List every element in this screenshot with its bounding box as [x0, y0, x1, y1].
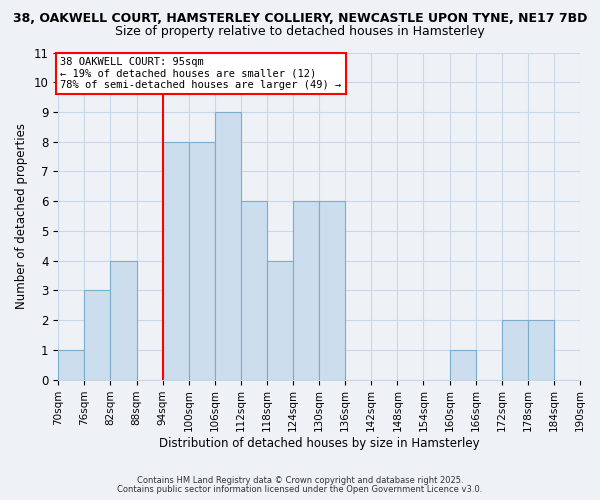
Bar — [110, 260, 137, 380]
Bar — [215, 112, 241, 380]
Text: 38, OAKWELL COURT, HAMSTERLEY COLLIERY, NEWCASTLE UPON TYNE, NE17 7BD: 38, OAKWELL COURT, HAMSTERLEY COLLIERY, … — [13, 12, 587, 26]
Bar — [267, 260, 293, 380]
Bar — [58, 350, 85, 380]
Bar — [293, 201, 319, 380]
Bar — [449, 350, 476, 380]
Bar — [528, 320, 554, 380]
Text: Contains public sector information licensed under the Open Government Licence v3: Contains public sector information licen… — [118, 485, 482, 494]
Bar — [241, 201, 267, 380]
Bar — [163, 142, 189, 380]
Bar — [189, 142, 215, 380]
Bar — [502, 320, 528, 380]
X-axis label: Distribution of detached houses by size in Hamsterley: Distribution of detached houses by size … — [159, 437, 479, 450]
Text: 38 OAKWELL COURT: 95sqm
← 19% of detached houses are smaller (12)
78% of semi-de: 38 OAKWELL COURT: 95sqm ← 19% of detache… — [61, 57, 342, 90]
Text: Size of property relative to detached houses in Hamsterley: Size of property relative to detached ho… — [115, 25, 485, 38]
Text: Contains HM Land Registry data © Crown copyright and database right 2025.: Contains HM Land Registry data © Crown c… — [137, 476, 463, 485]
Y-axis label: Number of detached properties: Number of detached properties — [15, 123, 28, 309]
Bar — [319, 201, 345, 380]
Bar — [85, 290, 110, 380]
